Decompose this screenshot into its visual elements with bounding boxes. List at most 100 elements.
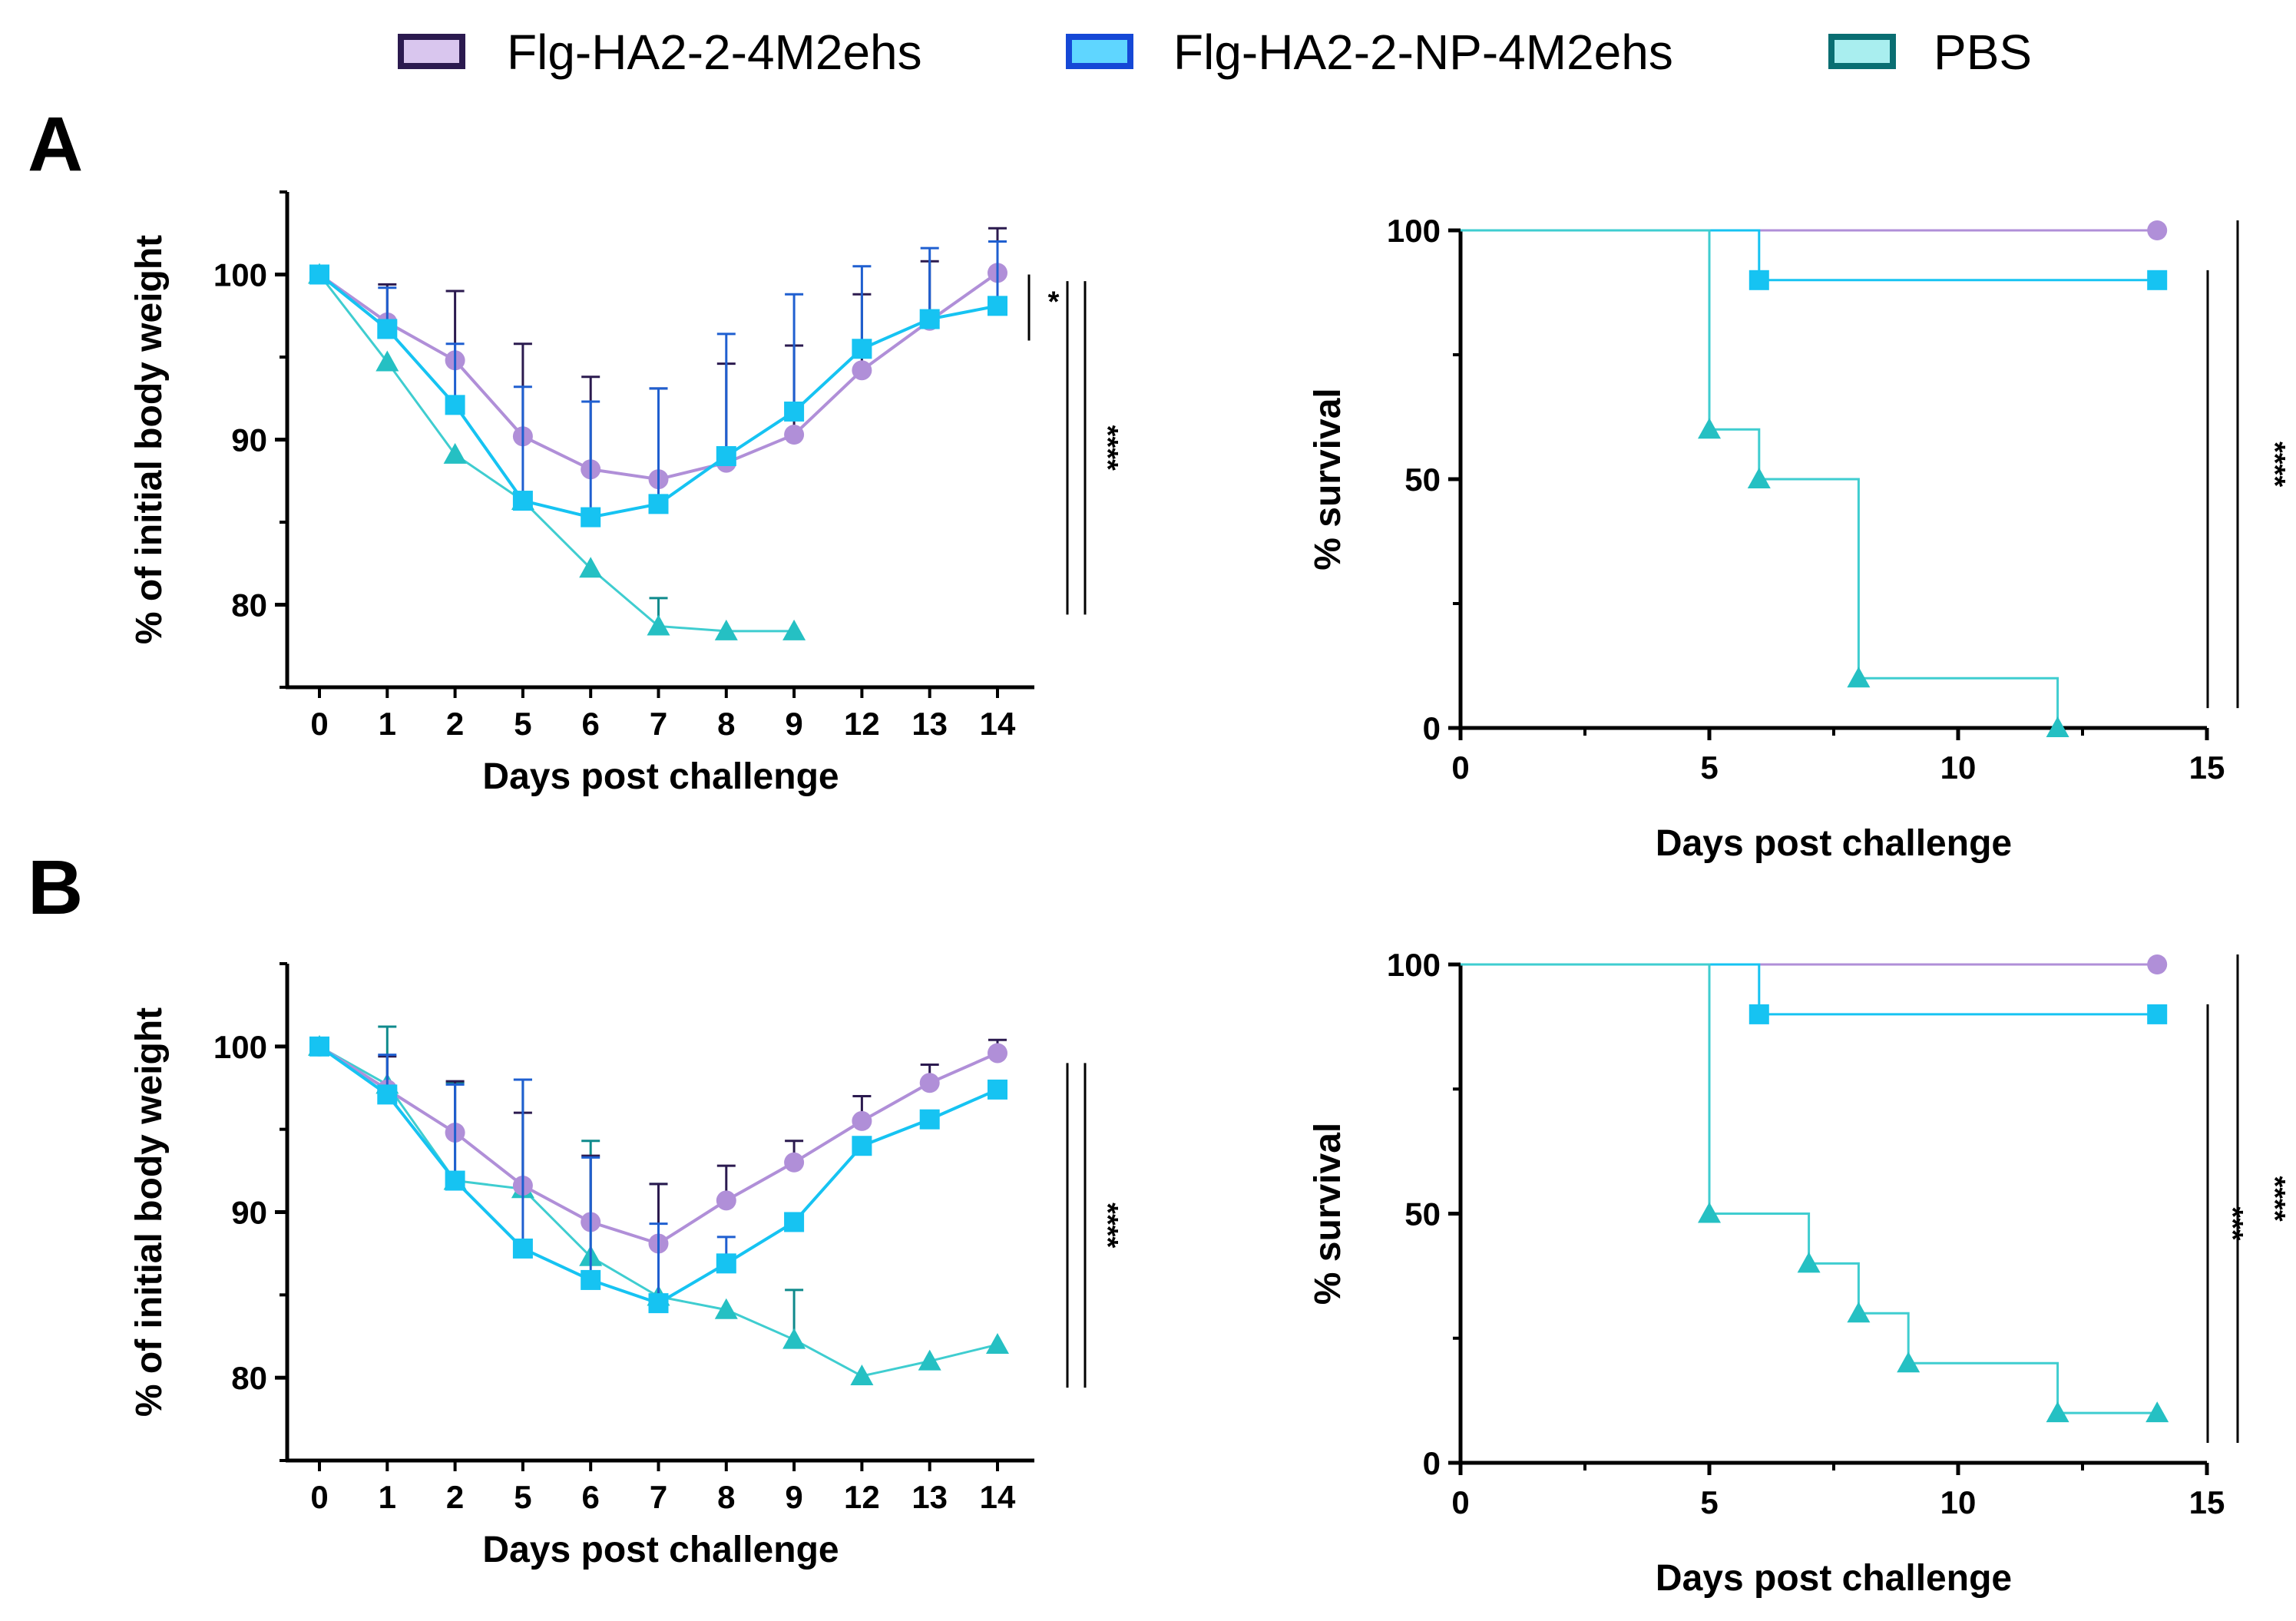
data-point-np — [919, 1109, 940, 1130]
legend-swatch-ha2 — [398, 34, 465, 69]
y-tick-label: 100 — [213, 257, 267, 293]
legend-swatch-np — [1066, 34, 1133, 69]
x-tick-label: 8 — [717, 1479, 735, 1515]
x-tick-label: 1 — [379, 1479, 396, 1515]
data-point-ha2 — [784, 425, 805, 445]
survival-point-np — [1748, 1004, 1769, 1024]
x-axis-label: Days post challenge — [482, 756, 839, 797]
x-tick-label: 2 — [446, 1479, 464, 1515]
data-point-np — [581, 507, 601, 528]
x-tick-label: 9 — [785, 1479, 802, 1515]
data-point-pbs — [986, 1333, 1009, 1355]
legend-label-pbs: PBS — [1934, 25, 2032, 80]
x-tick-label: 12 — [844, 706, 880, 742]
x-tick-label: 5 — [1700, 749, 1718, 786]
series-pbs — [308, 263, 806, 640]
data-point-ha2 — [784, 1152, 805, 1173]
series-line-pbs — [318, 273, 795, 633]
survival-point-pbs — [1698, 418, 1721, 439]
y-tick-label: 50 — [1404, 461, 1441, 498]
data-point-np — [648, 1293, 669, 1314]
legend-label-ha2: Flg-HA2-2-4M2ehs — [507, 25, 922, 80]
legend-item-pbs: PBS — [1828, 25, 2032, 80]
survival-line-pbs — [1461, 963, 2158, 1414]
significance-label: *** — [2216, 1206, 2248, 1241]
series-np — [309, 1036, 1007, 1314]
x-axis-label: Days post challenge — [482, 1530, 839, 1570]
survival-point-np — [2147, 1004, 2168, 1024]
y-axis-label: % survival — [1308, 1123, 1348, 1305]
y-tick-label: 0 — [1423, 1445, 1441, 1481]
legend-swatch-pbs — [1828, 34, 1896, 69]
x-tick-label: 15 — [2189, 1484, 2225, 1520]
y-tick-label: 90 — [231, 1195, 267, 1231]
x-axis-label: Days post challenge — [1656, 1558, 2012, 1599]
x-tick-label: 0 — [310, 1479, 328, 1515]
significance-label: **** — [1091, 425, 1123, 471]
x-tick-label: 5 — [514, 706, 531, 742]
legend-item-np: Flg-HA2-2-NP-4M2ehs — [1066, 25, 1673, 80]
y-axis-label: % of initial body weight — [129, 1007, 170, 1417]
y-tick-label: 90 — [231, 422, 267, 458]
x-tick-label: 0 — [1451, 749, 1469, 786]
x-tick-label: 5 — [514, 1479, 531, 1515]
chart-b-survival: 0 50 100 0 5 10 15 Days post challenge % surviva… — [1308, 947, 2291, 1599]
data-point-pbs — [375, 350, 399, 372]
significance-label: * — [1048, 286, 1060, 319]
data-point-np — [445, 395, 465, 415]
survival-point-pbs — [1847, 667, 1871, 688]
x-tick-label: 6 — [582, 706, 600, 742]
data-point-np — [988, 296, 1007, 316]
data-point-np — [716, 446, 736, 466]
legend-label-np: Flg-HA2-2-NP-4M2ehs — [1173, 25, 1673, 80]
data-point-pbs — [443, 442, 467, 464]
series-pbs — [1461, 963, 2169, 1423]
y-tick-label: 80 — [231, 1360, 267, 1396]
x-tick-label: 7 — [650, 1479, 667, 1515]
data-point-np — [988, 1079, 1007, 1100]
data-point-np — [445, 1170, 465, 1191]
y-tick-label: 0 — [1423, 710, 1441, 746]
data-point-pbs — [579, 557, 603, 578]
data-point-np — [784, 401, 805, 422]
y-axis-label: % of initial body weight — [129, 235, 170, 644]
survival-point-np — [2147, 270, 2168, 290]
x-tick-label: 14 — [980, 1479, 1016, 1515]
data-point-pbs — [782, 1328, 806, 1349]
x-tick-label: 13 — [911, 706, 948, 742]
data-point-pbs — [918, 1349, 941, 1371]
x-tick-label: 13 — [911, 1479, 948, 1515]
survival-point-pbs — [2046, 1401, 2069, 1423]
data-point-ha2 — [716, 1190, 736, 1211]
data-point-pbs — [714, 619, 738, 640]
survival-point-pbs — [1747, 468, 1771, 488]
survival-point-pbs — [1698, 1202, 1721, 1223]
data-point-ha2 — [852, 1110, 872, 1131]
data-point-ha2 — [919, 1073, 940, 1093]
survival-point-ha2 — [2147, 220, 2168, 240]
x-tick-label: 0 — [1451, 1484, 1469, 1520]
survival-point-ha2 — [2147, 954, 2168, 974]
x-tick-label: 12 — [844, 1479, 880, 1515]
y-tick-label: 100 — [1387, 213, 1441, 249]
y-tick-label: 100 — [1387, 947, 1441, 983]
data-point-np — [648, 494, 669, 514]
panel-letter-b: B — [28, 845, 83, 931]
data-point-ha2 — [852, 360, 872, 381]
x-tick-label: 14 — [980, 706, 1016, 742]
data-point-np — [716, 1253, 736, 1274]
data-point-np — [512, 491, 533, 511]
data-point-np — [581, 1269, 601, 1290]
data-point-pbs — [850, 1365, 874, 1386]
x-tick-label: 0 — [310, 706, 328, 742]
legend-item-ha2: Flg-HA2-2-4M2ehs — [398, 25, 922, 80]
x-tick-label: 10 — [1940, 749, 1977, 786]
series-pbs — [1461, 229, 2069, 737]
x-tick-label: 10 — [1940, 1484, 1977, 1520]
legend: Flg-HA2-2-4M2ehs Flg-HA2-2-NP-4M2ehs PBS — [398, 25, 2032, 80]
series-np — [1461, 963, 2168, 1024]
x-tick-label: 6 — [582, 1479, 600, 1515]
